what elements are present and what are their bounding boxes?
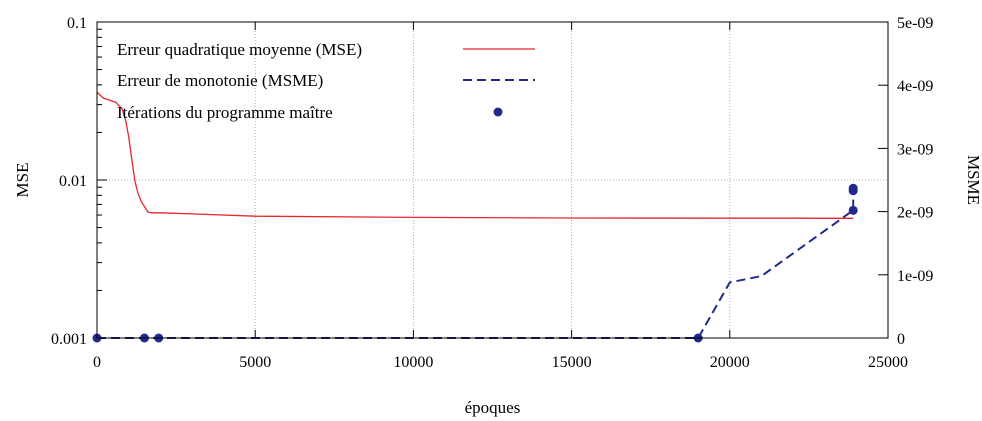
series-mse-line (96, 91, 854, 219)
y-left-tick-label: 0.01 (59, 173, 87, 190)
y-right-tick-label: 3e-09 (897, 141, 933, 158)
y-axis-left-label: MSE (13, 163, 32, 198)
x-tick-label: 15000 (552, 354, 592, 371)
y-axis-right-label: MSME (964, 155, 982, 205)
x-axis-label: époques (465, 398, 521, 417)
legend-label-iterations: Itérations du programme maître (117, 103, 333, 122)
x-tick-label: 20000 (710, 354, 750, 371)
y-right-tick-label: 4e-09 (897, 78, 933, 95)
x-tick-label: 0 (93, 354, 101, 371)
x-tick-label: 25000 (868, 354, 908, 371)
legend-label-msme: Erreur de monotonie (MSME) (117, 71, 323, 90)
y-left-tick-label: 0.001 (51, 331, 87, 348)
y-right-tick-label: 5e-09 (897, 15, 933, 32)
x-tick-label: 5000 (239, 354, 271, 371)
y-left-tick-label: 0.1 (67, 15, 87, 32)
grid (97, 22, 888, 338)
iteration-point (848, 183, 858, 193)
x-tick-label: 10000 (393, 354, 433, 371)
series-msme-line (97, 188, 855, 339)
y-right-tick-label: 2e-09 (897, 205, 933, 222)
y-right-tick-label: 1e-09 (897, 268, 933, 285)
legend: Erreur quadratique moyenne (MSE) Erreur … (117, 40, 535, 122)
iteration-point (848, 205, 858, 215)
y-right-tick-label: 0 (897, 331, 905, 348)
legend-swatch-iterations (493, 107, 503, 117)
ticks: 0 5000 10000 15000 20000 25000 0.001 0.01 0.1 0 1e… (51, 15, 933, 371)
legend-label-mse: Erreur quadratique moyenne (MSE) (117, 40, 362, 59)
series-layer (92, 91, 858, 343)
